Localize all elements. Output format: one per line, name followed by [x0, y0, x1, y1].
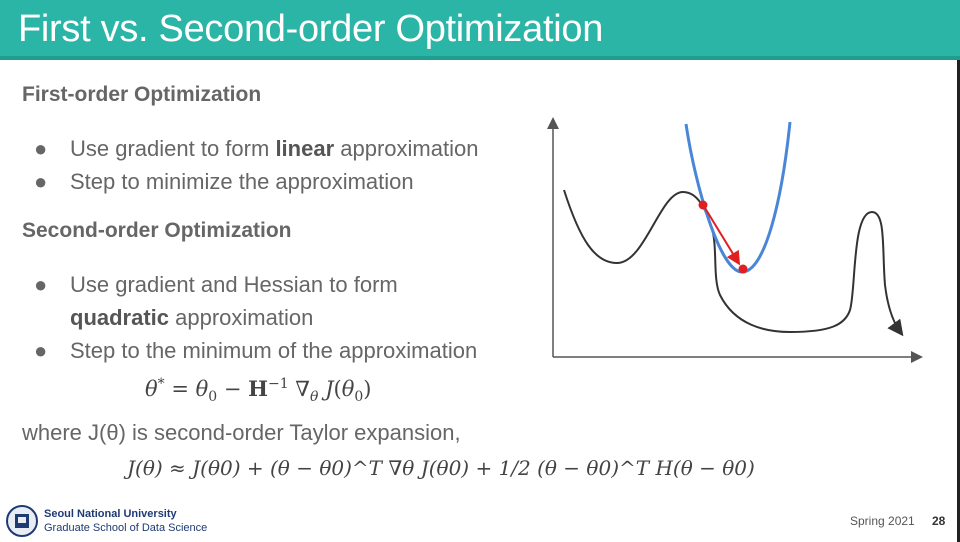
bullet-item: ● Use gradient and Hessian to form	[34, 272, 398, 298]
text: approximation	[169, 305, 314, 330]
university-logo	[6, 505, 38, 537]
text: Use gradient and Hessian to form	[70, 272, 398, 297]
where-text: where J(θ) is second-order Taylor expans…	[22, 420, 461, 445]
bullet-dot: ●	[34, 272, 48, 297]
taylor-equation: J(θ) ≈ J(θ0) + (θ − θ0)^T ∇θ J(θ0) + 1/2…	[127, 456, 755, 480]
text: approximation	[334, 136, 479, 161]
university-name: Seoul National University	[44, 508, 177, 520]
next-point	[738, 264, 748, 274]
bullet-dot: ●	[34, 338, 48, 363]
bullet-dot: ●	[34, 169, 48, 194]
bullet-item: ● Use gradient to form linear approximati…	[34, 136, 478, 162]
bullet-item: ● Step to minimize the approximation	[34, 169, 414, 195]
quadratic-approximation	[684, 121, 792, 274]
bullet-continuation: quadratic approximation	[70, 305, 313, 331]
objective-curve	[563, 189, 904, 337]
slide-header: First vs. Second-order Optimization	[0, 0, 960, 60]
newton-update-equation: θ* = θ0 − H−1 ∇θ J(θ0)	[145, 376, 372, 406]
text: Use gradient to form	[70, 136, 276, 161]
current-point	[698, 200, 708, 210]
school-name: Graduate School of Data Science	[44, 522, 208, 534]
page-number: 28	[932, 514, 946, 528]
first-order-heading: First-order Optimization	[22, 83, 262, 106]
bold-text: quadratic	[70, 305, 170, 330]
step-arrow	[704, 207, 741, 266]
slide-title: First vs. Second-order Optimization	[18, 8, 604, 50]
text: Step to the minimum of the approximation	[70, 338, 478, 363]
bold-text: linear	[275, 136, 335, 161]
window-edge	[957, 60, 960, 542]
second-order-heading: Second-order Optimization	[22, 219, 292, 242]
bullet-item: ● Step to the minimum of the approximatio…	[34, 338, 477, 364]
term-label: Spring 2021	[850, 514, 915, 528]
bullet-dot: ●	[34, 136, 48, 161]
text: Step to minimize the approximation	[70, 169, 414, 194]
